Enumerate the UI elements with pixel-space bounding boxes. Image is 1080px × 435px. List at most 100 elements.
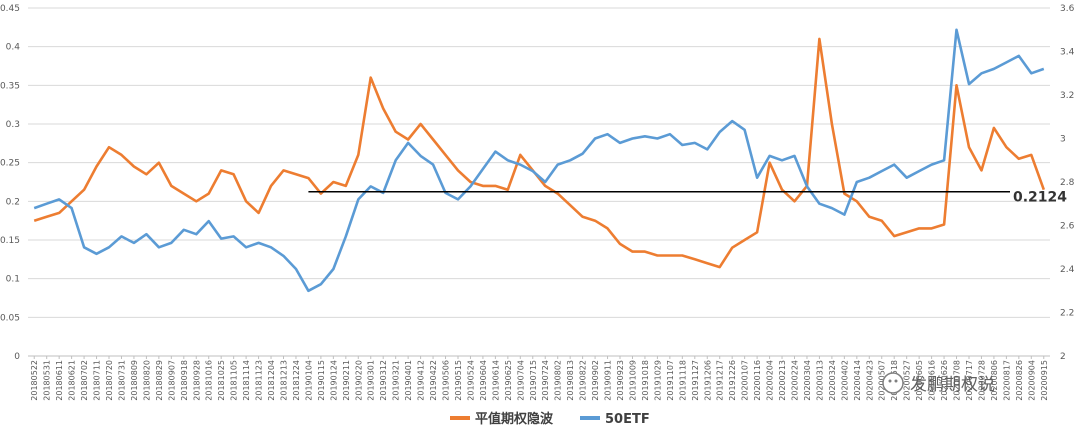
x-tick-label: 20190524 — [466, 360, 475, 401]
series-layer — [33, 28, 1046, 293]
right-tick-label: 3.6 — [1060, 4, 1075, 14]
x-tick-label: 20191029 — [653, 360, 662, 401]
x-tick-label: 20190614 — [491, 360, 500, 401]
watermark: 发鹏期权说 — [882, 372, 995, 395]
x-tick-label: 20200324 — [828, 360, 837, 401]
x-tick-label: 20200213 — [778, 360, 787, 401]
x-tick-label: 20190515 — [454, 360, 463, 401]
x-tick-label: 20190211 — [342, 360, 351, 401]
series-line-50etf — [33, 28, 1045, 293]
left-tick-label: 0.05 — [0, 313, 20, 323]
x-tick-label: 20190124 — [329, 360, 338, 401]
x-tick-label: 20190321 — [392, 360, 401, 401]
watermark-text: 发鹏期权说 — [910, 375, 995, 395]
gridlines — [28, 7, 1050, 357]
left-tick-label: 0.15 — [0, 236, 20, 246]
x-tick-label: 20190301 — [367, 360, 376, 401]
x-tick-label: 20180907 — [167, 360, 176, 401]
x-tick-label: 20200708 — [953, 360, 962, 401]
x-tick-label: 20180928 — [192, 360, 201, 401]
x-tick-label: 20180731 — [117, 360, 126, 401]
x-tick-label: 20190604 — [479, 360, 488, 401]
x-tick-label: 20190401 — [404, 360, 413, 401]
x-tick-label: 20200414 — [853, 360, 862, 401]
x-tick-label: 20180720 — [105, 360, 114, 401]
legend: 平值期权隐波 50ETF — [450, 411, 650, 427]
left-tick-label: 0 — [14, 352, 20, 362]
x-tick-label: 20190724 — [541, 360, 550, 401]
x-tick-label: 20190422 — [429, 360, 438, 401]
x-tick-label: 20200304 — [803, 360, 812, 401]
x-tick-label: 20200904 — [1027, 360, 1036, 401]
left-tick-label: 0.45 — [0, 4, 20, 14]
x-tick-label: 20181204 — [267, 360, 276, 401]
x-tick-label: 20190923 — [616, 360, 625, 401]
x-tick-label: 20190902 — [591, 360, 600, 401]
x-tick-label: 20181213 — [280, 360, 289, 401]
x-tick-label: 20181025 — [217, 360, 226, 401]
x-tick-label: 20180611 — [55, 360, 64, 401]
x-tick-label: 20200402 — [840, 360, 849, 401]
x-tick-label: 20200806 — [990, 360, 999, 401]
x-tick-label: 20181224 — [292, 360, 301, 401]
x-tick-label: 20200116 — [753, 360, 762, 401]
x-tick-label: 20180522 — [30, 360, 39, 401]
x-tick-label: 20190412 — [417, 360, 426, 401]
x-tick-label: 20200507 — [878, 360, 887, 401]
x-tick-label: 20180621 — [68, 360, 77, 401]
x-tick-label: 20180702 — [80, 360, 89, 401]
annotation-layer: 0.2124 — [308, 190, 1067, 206]
x-tick-label: 20180809 — [130, 360, 139, 401]
x-tick-label: 20200313 — [815, 360, 824, 401]
x-tick-label: 20190104 — [304, 360, 313, 401]
left-tick-label: 0.35 — [0, 81, 20, 91]
x-tick-label: 20190715 — [529, 360, 538, 401]
left-tick-label: 0.1 — [6, 275, 20, 285]
x-tick-label: 20200817 — [1002, 360, 1011, 401]
x-tick-label: 20181123 — [255, 360, 264, 401]
left-tick-label: 0.2 — [6, 197, 20, 207]
x-tick-label: 20191118 — [678, 360, 687, 401]
legend-label-iv: 平值期权隐波 — [475, 411, 554, 427]
x-tick-label: 20191009 — [628, 360, 637, 401]
x-tick-label: 20191127 — [691, 360, 700, 401]
left-tick-label: 0.25 — [0, 159, 20, 169]
x-tick-label: 20190704 — [516, 360, 525, 401]
x-tick-label: 20190911 — [604, 360, 613, 401]
right-tick-label: 3.2 — [1060, 91, 1074, 101]
x-tick-label: 20191018 — [641, 360, 650, 401]
x-tick-label: 20200224 — [791, 360, 800, 401]
x-tick-label: 20191206 — [703, 360, 712, 401]
x-tick-label: 20200626 — [940, 360, 949, 401]
x-tick-label: 20190813 — [566, 360, 575, 401]
right-tick-label: 2.6 — [1060, 222, 1075, 232]
right-tick-label: 3.4 — [1060, 48, 1075, 58]
x-tick-label: 20181105 — [230, 360, 239, 401]
x-tick-label: 20200204 — [766, 360, 775, 401]
x-tick-label: 20190822 — [579, 360, 588, 401]
x-tick-label: 20200527 — [903, 360, 912, 401]
x-tick-label: 20191217 — [716, 360, 725, 401]
x-tick-label: 20200826 — [1015, 360, 1024, 401]
x-tick-label: 20190220 — [354, 360, 363, 401]
x-tick-label: 20190115 — [317, 360, 326, 401]
legend-label-50etf: 50ETF — [605, 412, 650, 427]
x-tick-label: 20200423 — [865, 360, 874, 401]
series-line-iv — [33, 37, 1046, 269]
x-tick-label: 20180820 — [142, 360, 151, 401]
x-tick-label: 20180711 — [93, 360, 102, 401]
reference-label: 0.2124 — [1013, 190, 1067, 206]
right-tick-label: 3 — [1060, 135, 1066, 145]
x-tick-label: 20200717 — [965, 360, 974, 401]
right-tick-label: 2.4 — [1060, 265, 1075, 275]
x-tick-label: 20190802 — [554, 360, 563, 401]
x-tick-label: 20190625 — [504, 360, 513, 401]
right-axis: 2 2.2 2.4 2.6 2.8 3 3.2 3.4 3.6 — [1060, 4, 1075, 362]
x-tick-label: 20181114 — [242, 360, 251, 401]
x-tick-label: 20200107 — [741, 360, 750, 401]
left-axis: 0 0.05 0.1 0.15 0.2 0.25 0.3 0.35 0.4 0.45 — [0, 4, 20, 362]
x-tick-label: 20181016 — [205, 360, 214, 401]
x-tick-label: 20200605 — [915, 360, 924, 401]
x-tick-label: 20200915 — [1040, 360, 1049, 401]
